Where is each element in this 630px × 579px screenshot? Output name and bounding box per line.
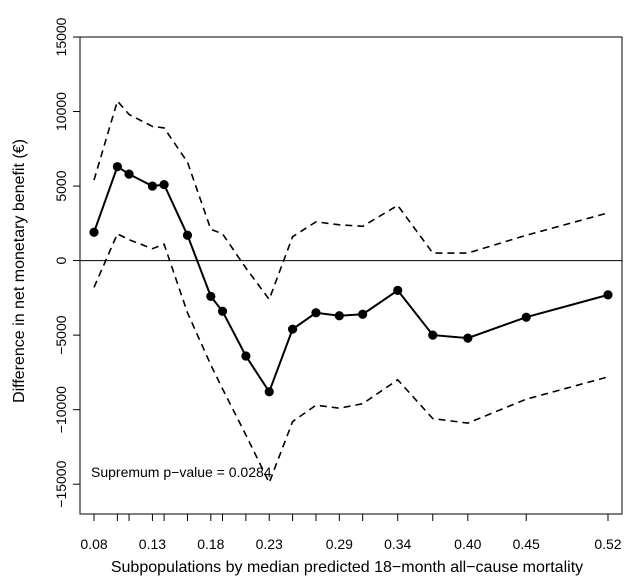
y-tick-label: 5000	[53, 170, 69, 201]
data-point	[182, 230, 193, 240]
x-tick-label: 0.18	[197, 536, 224, 552]
y-tick-label: −15000	[53, 460, 69, 507]
x-tick-label: 0.34	[384, 536, 411, 552]
data-point	[206, 291, 216, 301]
data-point	[521, 312, 531, 322]
data-point	[428, 330, 438, 340]
estimate-line	[93, 165, 609, 395]
data-point	[463, 333, 473, 343]
data-point	[264, 387, 274, 397]
data-point	[358, 309, 368, 319]
x-tick-label: 0.29	[326, 536, 353, 552]
y-tick-label: 10000	[53, 92, 69, 131]
data-point	[241, 351, 251, 361]
y-tick-label: 15000	[53, 17, 69, 56]
data-point	[112, 162, 122, 172]
confidence-bound-line	[93, 232, 609, 485]
data-point	[334, 311, 344, 321]
x-tick-label: 0.23	[256, 536, 283, 552]
x-axis-label: Subpopulations by median predicted 18−mo…	[111, 559, 583, 576]
plot-frame	[79, 36, 623, 515]
x-tick-label: 0.45	[513, 536, 540, 552]
data-point	[124, 169, 134, 179]
y-tick-label: −10000	[53, 386, 69, 433]
data-point	[393, 285, 403, 296]
x-tick-label: 0.08	[80, 536, 107, 552]
data-point	[311, 308, 321, 318]
data-point	[217, 306, 228, 316]
confidence-bound-line	[93, 99, 609, 302]
x-tick-label: 0.13	[139, 536, 166, 552]
y-axis-label: Difference in net monetary benefit (€)	[11, 139, 28, 403]
data-point	[159, 179, 169, 190]
x-tick-label: 0.40	[454, 536, 481, 552]
data-point	[89, 227, 99, 237]
y-tick-label: 0	[53, 256, 69, 264]
supremum-annotation: Supremum p−value = 0.0284	[91, 464, 272, 480]
y-tick-label: −5000	[53, 315, 69, 355]
data-point	[287, 324, 298, 334]
data-point	[603, 290, 613, 300]
x-tick-label: 0.52	[594, 536, 621, 552]
data-point	[147, 181, 158, 191]
